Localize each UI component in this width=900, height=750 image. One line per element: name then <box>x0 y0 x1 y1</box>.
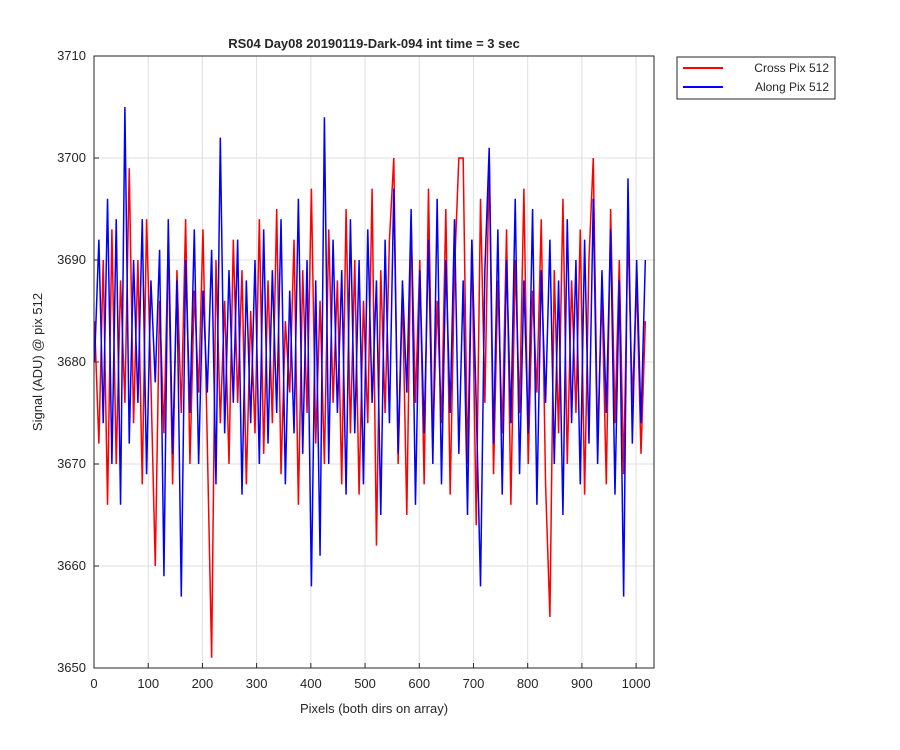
y-tick-label: 3680 <box>57 354 86 369</box>
legend-label: Along Pix 512 <box>755 80 829 94</box>
y-axis-label: Signal (ADU) @ pix 512 <box>30 293 45 431</box>
x-tick-label: 1000 <box>622 676 651 691</box>
x-tick-label: 900 <box>571 676 593 691</box>
x-tick-label: 500 <box>354 676 376 691</box>
y-tick-label: 3660 <box>57 558 86 573</box>
y-tick-label: 3670 <box>57 456 86 471</box>
legend-label: Cross Pix 512 <box>754 61 829 75</box>
x-tick-label: 400 <box>300 676 322 691</box>
x-tick-label: 700 <box>463 676 485 691</box>
x-axis-label: Pixels (both dirs on array) <box>300 701 448 716</box>
y-tick-label: 3700 <box>57 150 86 165</box>
x-tick-label: 600 <box>408 676 430 691</box>
axes-box <box>93 55 655 669</box>
y-tick-label: 3690 <box>57 252 86 267</box>
x-tick-label: 800 <box>517 676 539 691</box>
x-tick-label: 300 <box>246 676 268 691</box>
x-tick-label: 100 <box>137 676 159 691</box>
series-line <box>93 106 647 597</box>
y-tick-label: 3710 <box>57 48 86 63</box>
x-tick-label: 0 <box>90 676 97 691</box>
y-tick-label: 3650 <box>57 660 86 675</box>
x-tick-label: 200 <box>192 676 214 691</box>
chart-title: RS04 Day08 20190119-Dark-094 int time = … <box>228 36 520 51</box>
legend-box <box>676 56 836 100</box>
